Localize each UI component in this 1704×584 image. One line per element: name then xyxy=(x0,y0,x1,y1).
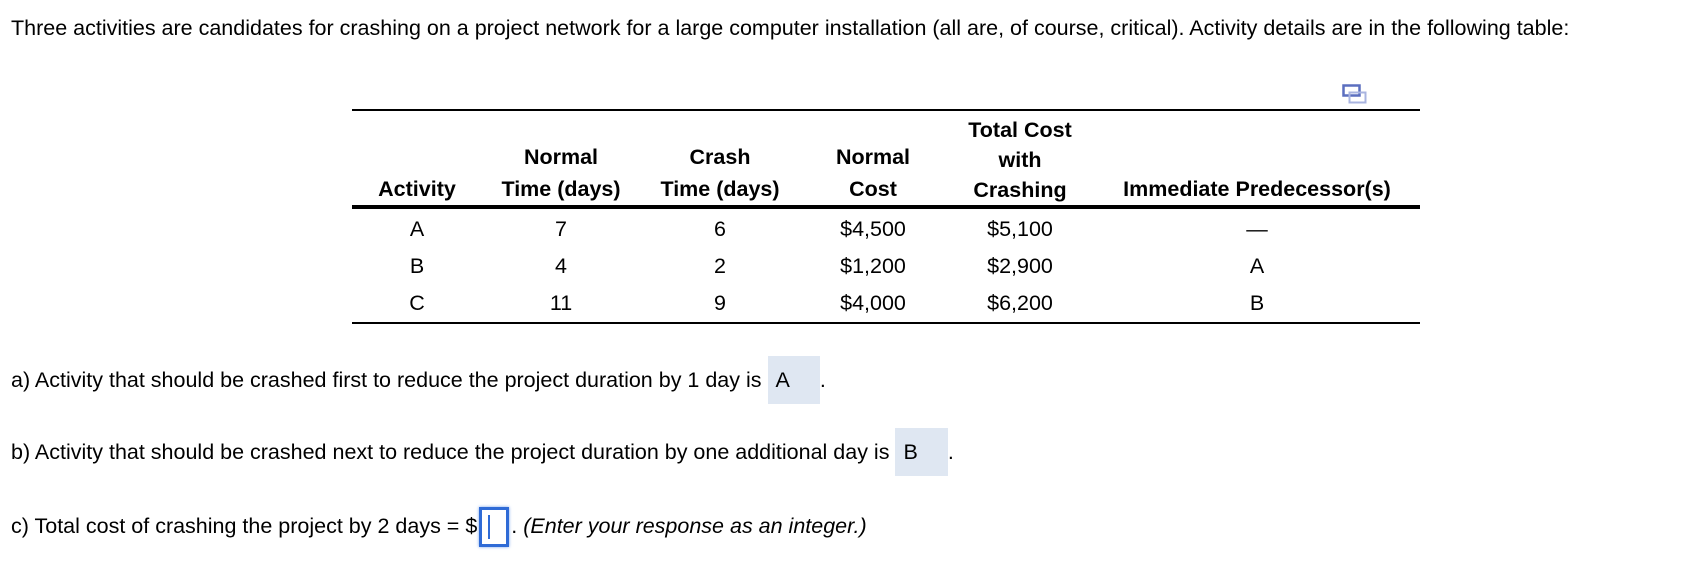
table-row: A 7 6 $4,500 $5,100 — xyxy=(352,207,1420,248)
cell: 9 xyxy=(714,291,726,315)
header-crash-time: Crash Time (days) xyxy=(640,110,800,209)
total-cost-input[interactable] xyxy=(479,507,510,548)
question-b: b) Activity that should be crashed next … xyxy=(11,428,954,476)
header-text: Time (days) xyxy=(501,177,621,201)
header-text: Activity xyxy=(378,177,456,201)
copy-table-icon[interactable] xyxy=(1342,84,1368,106)
header-text: with xyxy=(998,148,1042,172)
cell: 4 xyxy=(555,254,567,278)
cell: 6 xyxy=(714,217,726,241)
problem-intro: Three activities are candidates for cras… xyxy=(11,16,1570,40)
cell: B xyxy=(1249,291,1265,315)
header-normal-time: Normal Time (days) xyxy=(482,110,640,209)
question-a: a) Activity that should be crashed first… xyxy=(11,356,826,404)
cell: 7 xyxy=(555,217,567,241)
cell: 11 xyxy=(549,291,573,315)
text-cursor xyxy=(488,515,491,540)
cell: $6,200 xyxy=(987,291,1053,315)
header-text: Normal xyxy=(523,145,599,169)
header-text: Cost xyxy=(849,177,897,201)
cell: $4,500 xyxy=(840,217,906,241)
cell: 2 xyxy=(714,254,726,278)
answer-b[interactable]: B xyxy=(895,428,948,476)
cell: A xyxy=(409,217,425,241)
question-text: a) Activity that should be crashed first… xyxy=(11,368,762,392)
hint-text: (Enter your response as an integer.) xyxy=(523,514,867,538)
header-activity: Activity xyxy=(352,110,482,209)
period: . xyxy=(511,514,518,538)
period: . xyxy=(947,440,954,464)
period: . xyxy=(819,368,826,392)
header-text: Normal xyxy=(835,145,911,169)
header-row: Activity Normal Time (days) Crash Time (da… xyxy=(352,110,1420,209)
activity-table: Activity Normal Time (days) Crash Time (da… xyxy=(352,109,1420,324)
cell: $5,100 xyxy=(987,217,1053,241)
header-text: Immediate Predecessor(s) xyxy=(1123,177,1391,201)
question-text: c) Total cost of crashing the project by… xyxy=(11,514,478,538)
header-normal-cost: Normal Cost xyxy=(800,110,946,209)
header-predecessors: Immediate Predecessor(s) xyxy=(1094,110,1420,209)
header-total-cost: Total Cost with Crashing xyxy=(946,110,1094,209)
header-text: Total Cost xyxy=(968,118,1072,142)
table-row: B 4 2 $1,200 $2,900 A xyxy=(352,248,1420,285)
header-text: Crash xyxy=(689,145,751,169)
answer-a[interactable]: A xyxy=(767,356,820,404)
header-text: Crashing xyxy=(973,178,1067,202)
question-text: b) Activity that should be crashed next … xyxy=(11,440,890,464)
table-row: C 11 9 $4,000 $6,200 B xyxy=(352,285,1420,323)
cell: B xyxy=(409,254,425,278)
cell: C xyxy=(409,291,425,315)
header-text: Time (days) xyxy=(660,177,780,201)
cell: $4,000 xyxy=(840,291,906,315)
cell: $1,200 xyxy=(840,254,906,278)
cell: — xyxy=(1246,217,1268,241)
cell: A xyxy=(1249,254,1265,278)
cell: $2,900 xyxy=(987,254,1053,278)
question-c: c) Total cost of crashing the project by… xyxy=(11,502,867,550)
